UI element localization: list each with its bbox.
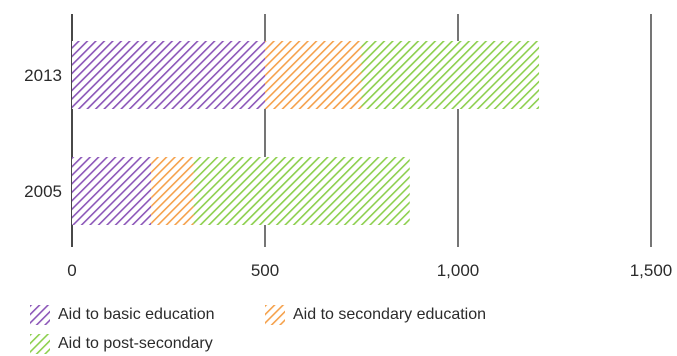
category-label-2005: 2005 [24, 182, 62, 201]
legend-swatch-post-secondary [30, 334, 50, 354]
legend-item-basic: Aid to basic education [30, 305, 215, 325]
bar-2005-series-0 [72, 157, 152, 225]
category-label-2013: 2013 [24, 66, 62, 85]
legend-item-secondary: Aid to secondary education [265, 305, 486, 325]
legend-item-post-secondary: Aid to post-secondary [30, 334, 213, 354]
stacked-bar-chart: 0 500 1,000 1,500 2013 2005 [24, 14, 672, 280]
legend-label-post-secondary: Aid to post-secondary [58, 335, 213, 352]
x-tick-label-0: 0 [67, 261, 76, 280]
x-tick-label-500: 500 [251, 261, 279, 280]
bar-2013-series-2 [361, 41, 540, 109]
legend-swatch-secondary [265, 305, 285, 325]
bar-2005-series-2 [193, 157, 410, 225]
bars [72, 41, 540, 225]
y-axis-categories: 2013 2005 [24, 66, 62, 201]
x-tick-label-1500: 1,500 [630, 261, 673, 280]
legend-label-basic: Aid to basic education [58, 306, 215, 323]
x-tick-label-1000: 1,000 [437, 261, 480, 280]
legend-label-secondary: Aid to secondary education [293, 306, 487, 323]
legend-swatch-basic [30, 305, 50, 325]
x-axis-ticks: 0 500 1,000 1,500 [67, 261, 672, 280]
bar-2013-series-0 [72, 41, 265, 109]
bar-2005-series-1 [151, 157, 194, 225]
bar-2013-series-1 [265, 41, 362, 109]
